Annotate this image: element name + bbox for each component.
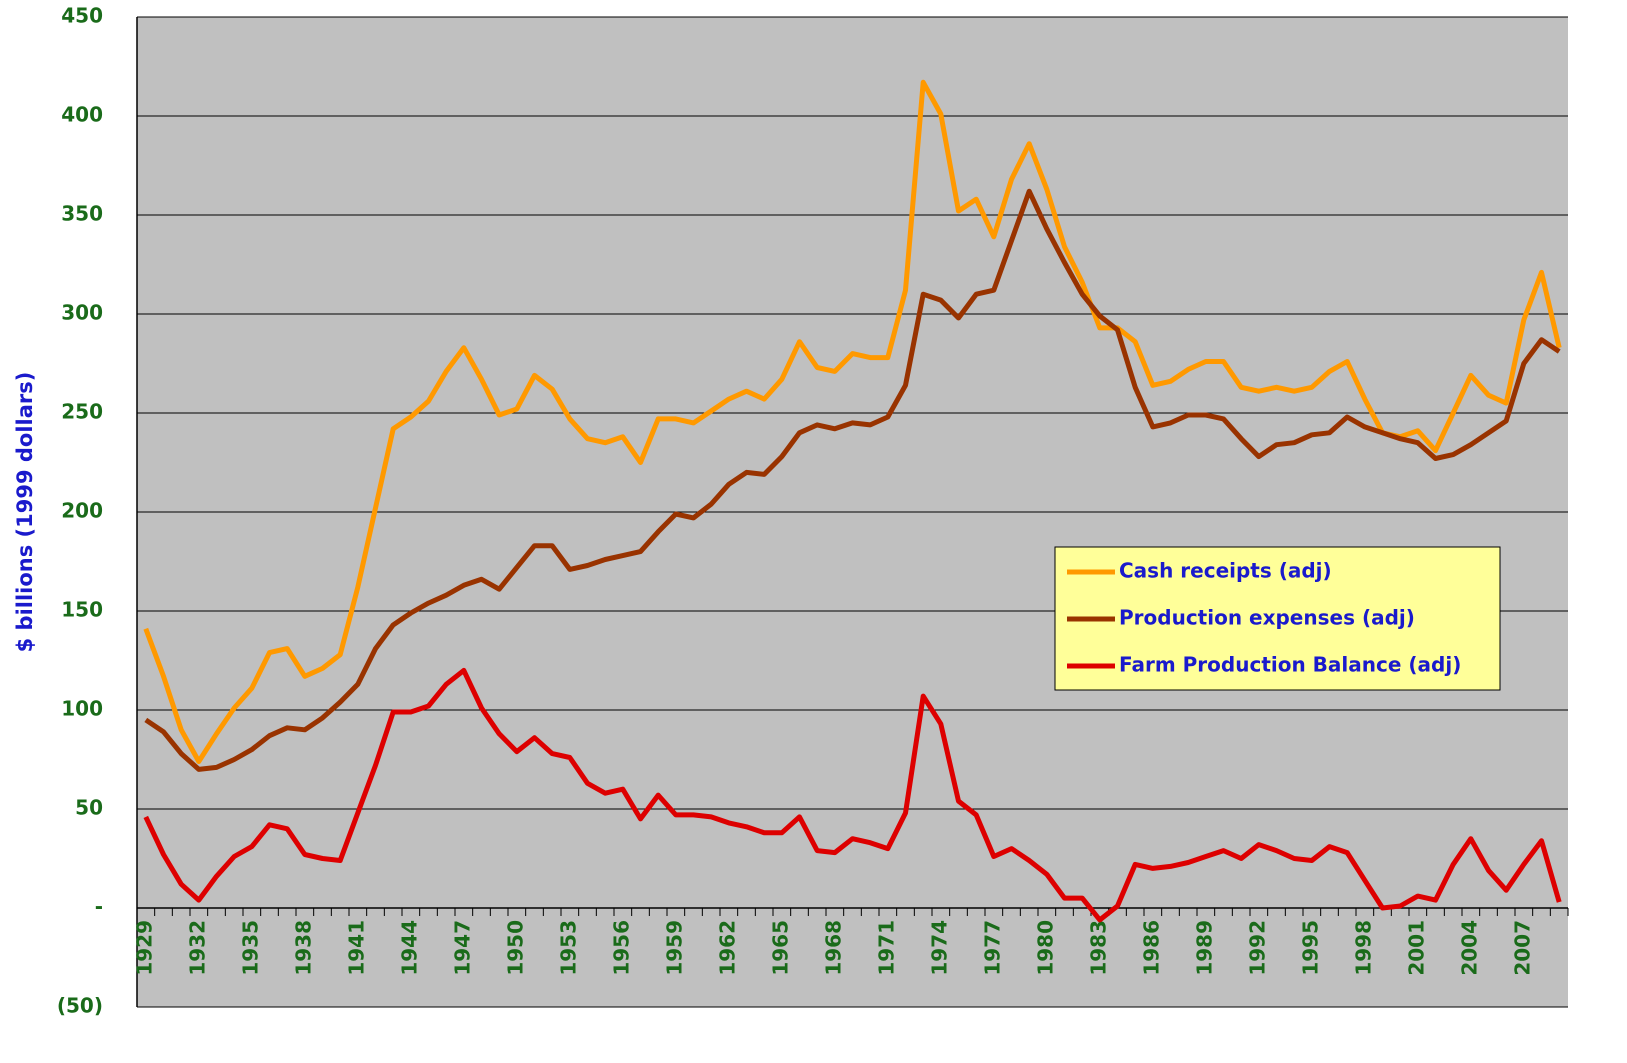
x-tick-label: 1968 bbox=[821, 920, 845, 976]
x-tick-label: 1947 bbox=[450, 920, 474, 976]
legend-box bbox=[1054, 546, 1501, 691]
x-tick-label: 1983 bbox=[1086, 920, 1110, 976]
legend-label: Farm Production Balance (adj) bbox=[1119, 653, 1461, 677]
x-tick-label: 2004 bbox=[1457, 920, 1481, 976]
x-tick-label: 2001 bbox=[1404, 920, 1428, 976]
x-tick-label: 1929 bbox=[132, 920, 156, 976]
x-tick-label: 1950 bbox=[503, 920, 527, 976]
y-tick-label: 250 bbox=[61, 400, 103, 424]
x-tick-label: 1956 bbox=[609, 920, 633, 976]
data-line bbox=[143, 79, 1562, 764]
x-tick-label: 2007 bbox=[1510, 920, 1534, 976]
x-tick-label: 1941 bbox=[344, 920, 368, 976]
y-tick-label: 450 bbox=[61, 4, 103, 28]
x-tick-label: 1962 bbox=[715, 920, 739, 976]
x-tick-label: 1953 bbox=[556, 920, 580, 976]
x-tick-label: 1986 bbox=[1139, 920, 1163, 976]
y-tick-label: (50) bbox=[57, 994, 103, 1018]
x-tick-label: 1998 bbox=[1351, 920, 1375, 976]
x-tick-label: 1989 bbox=[1192, 920, 1216, 976]
y-tick-label: - bbox=[95, 895, 103, 919]
data-line bbox=[143, 667, 1562, 923]
y-tick-label: 400 bbox=[61, 103, 103, 127]
y-tick-label: 150 bbox=[61, 598, 103, 622]
y-tick-label: 100 bbox=[61, 697, 103, 721]
x-tick-label: 1974 bbox=[927, 920, 951, 976]
x-tick-label: 1944 bbox=[397, 920, 421, 976]
y-tick-label: 200 bbox=[61, 499, 103, 523]
x-tick-label: 1965 bbox=[768, 920, 792, 976]
x-tick-label: 1935 bbox=[238, 920, 262, 976]
x-tick-label: 1959 bbox=[662, 920, 686, 976]
y-tick-label: 350 bbox=[61, 202, 103, 226]
x-tick-label: 1977 bbox=[980, 920, 1004, 976]
x-tick-label: 1995 bbox=[1298, 920, 1322, 976]
legend-label: Production expenses (adj) bbox=[1119, 606, 1415, 630]
x-tick-label: 1932 bbox=[185, 920, 209, 976]
legend-label: Cash receipts (adj) bbox=[1119, 559, 1332, 583]
x-tick-label: 1980 bbox=[1033, 920, 1057, 976]
data-line bbox=[144, 188, 1561, 772]
x-tick-label: 1971 bbox=[874, 920, 898, 976]
x-tick-label: 1938 bbox=[291, 920, 315, 976]
y-tick-label: 50 bbox=[75, 796, 103, 820]
x-tick-label: 1992 bbox=[1245, 920, 1269, 976]
y-tick-label: 300 bbox=[61, 301, 103, 325]
y-axis-label: $ billions (1999 dollars) bbox=[13, 372, 37, 653]
